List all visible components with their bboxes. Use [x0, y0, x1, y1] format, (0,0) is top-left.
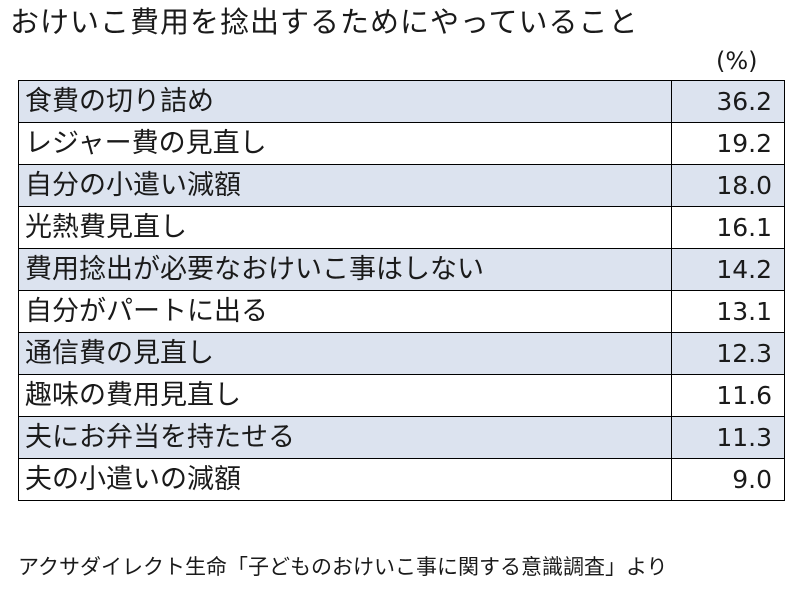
table-body: 食費の切り詰め 36.2 レジャー費の見直し 19.2 自分の小遣い減額 18.0 光熱費見… — [18, 80, 785, 501]
table-row: 光熱費見直し 16.1 — [18, 206, 785, 249]
row-label: 費用捻出が必要なおけいこ事はしない — [18, 248, 672, 291]
row-label: 夫の小遣いの減額 — [18, 458, 672, 501]
table-row: 費用捻出が必要なおけいこ事はしない 14.2 — [18, 248, 785, 291]
row-value: 19.2 — [671, 122, 785, 165]
row-label: 趣味の費用見直し — [18, 374, 672, 417]
row-label: 通信費の見直し — [18, 332, 672, 375]
row-value: 16.1 — [671, 206, 785, 249]
row-value: 36.2 — [671, 80, 785, 123]
table-row: 趣味の費用見直し 11.6 — [18, 374, 785, 417]
row-label: 自分の小遣い減額 — [18, 164, 672, 207]
row-value: 11.6 — [671, 374, 785, 417]
unit-label: (%) — [716, 47, 758, 75]
table-row: レジャー費の見直し 19.2 — [18, 122, 785, 165]
table-row: 夫にお弁当を持たせる 11.3 — [18, 416, 785, 459]
row-label: 光熱費見直し — [18, 206, 672, 249]
table-row: 食費の切り詰め 36.2 — [18, 80, 785, 123]
row-label: 食費の切り詰め — [18, 80, 672, 123]
data-table: 食費の切り詰め 36.2 レジャー費の見直し 19.2 自分の小遣い減額 18.0 光熱費見… — [18, 80, 785, 501]
row-label: 自分がパートに出る — [18, 290, 672, 333]
table-row: 自分の小遣い減額 18.0 — [18, 164, 785, 207]
row-value: 14.2 — [671, 248, 785, 291]
chart-title: おけいこ費用を捻出するためにやっていること — [10, 5, 639, 39]
table-row: 自分がパートに出る 13.1 — [18, 290, 785, 333]
row-value: 11.3 — [671, 416, 785, 459]
row-label: 夫にお弁当を持たせる — [18, 416, 672, 459]
source-note: アクサダイレクト生命「子どものおけいこ事に関する意識調査」より — [18, 555, 668, 579]
row-value: 9.0 — [671, 458, 785, 501]
row-value: 12.3 — [671, 332, 785, 375]
table-row: 通信費の見直し 12.3 — [18, 332, 785, 375]
row-label: レジャー費の見直し — [18, 122, 672, 165]
row-value: 13.1 — [671, 290, 785, 333]
table-row: 夫の小遣いの減額 9.0 — [18, 458, 785, 501]
row-value: 18.0 — [671, 164, 785, 207]
